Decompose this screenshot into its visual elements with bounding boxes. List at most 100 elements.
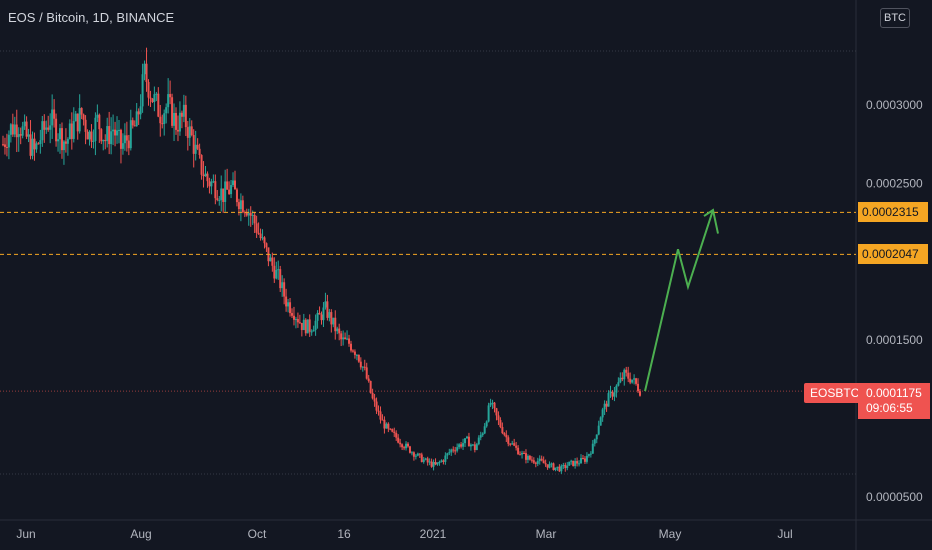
- candle-body: [623, 369, 626, 380]
- candle-body: [521, 452, 524, 455]
- candle-body: [517, 447, 520, 455]
- candle-body: [80, 108, 83, 115]
- x-tick-label: Jul: [777, 527, 792, 541]
- candle-body: [157, 93, 160, 117]
- candle-body: [269, 257, 272, 262]
- candle-body: [151, 98, 154, 103]
- candle-body: [418, 453, 421, 455]
- candle-body: [438, 461, 441, 463]
- candle-body: [450, 449, 453, 453]
- candle-body: [558, 466, 561, 472]
- candle-body: [454, 450, 457, 452]
- candle-body: [578, 463, 581, 465]
- candle-body: [76, 113, 79, 132]
- candle-body: [357, 354, 360, 362]
- candle-body: [587, 454, 590, 456]
- candle-body: [31, 138, 34, 156]
- candle-body: [336, 328, 339, 332]
- candle-body: [523, 452, 526, 454]
- x-tick-label: Jun: [16, 527, 35, 541]
- candle-body: [373, 398, 376, 402]
- candle-body: [169, 94, 172, 98]
- candle-body: [253, 214, 256, 224]
- candle-body: [342, 337, 345, 340]
- candle-body: [125, 135, 128, 141]
- candle-body: [304, 319, 307, 334]
- candle-body: [458, 444, 461, 448]
- candle-body: [348, 338, 351, 344]
- candle-body: [393, 431, 396, 433]
- projection-arrowhead: [703, 208, 719, 234]
- candle-body: [326, 301, 329, 318]
- candle-body: [255, 223, 258, 233]
- candle-body: [361, 366, 364, 368]
- candle-body: [355, 354, 358, 356]
- candle-body: [397, 437, 400, 443]
- candle-body: [131, 120, 134, 126]
- candle-body: [434, 462, 437, 465]
- candle-body: [442, 460, 445, 462]
- candle-body: [251, 214, 254, 216]
- candle-body: [503, 433, 506, 435]
- candle-body: [106, 126, 109, 142]
- candle-body: [501, 427, 504, 434]
- candle-body: [35, 143, 38, 150]
- candle-body: [460, 444, 463, 447]
- candle-body: [405, 443, 408, 449]
- candle-body: [186, 127, 189, 138]
- candle-body: [147, 81, 150, 98]
- candle-body: [7, 134, 10, 148]
- candle-body: [121, 143, 124, 149]
- candle-body: [90, 131, 93, 142]
- candle-body: [88, 131, 91, 140]
- candle-body: [102, 139, 105, 142]
- candle-body: [273, 265, 276, 279]
- candle-body: [489, 403, 492, 406]
- candle-body: [119, 129, 122, 149]
- candle-body: [153, 94, 156, 103]
- candle-body: [277, 269, 280, 271]
- candle-body: [59, 128, 62, 140]
- candle-body: [294, 319, 297, 321]
- candle-body: [180, 112, 183, 117]
- x-axis[interactable]: Jun Aug Oct 16 2021 Mar May Jul: [16, 527, 792, 541]
- candle-body: [564, 464, 567, 469]
- candle-body: [167, 94, 170, 108]
- candle-body: [532, 460, 535, 463]
- y-tick-label: 0.0002500: [866, 176, 923, 190]
- projection-path: [644, 209, 714, 392]
- candle-body: [283, 282, 286, 297]
- candle-body: [72, 121, 75, 139]
- candle-body: [37, 143, 40, 145]
- candle-body: [224, 181, 227, 202]
- x-tick-label: Aug: [130, 527, 151, 541]
- candle-body: [513, 443, 516, 446]
- candle-body: [597, 425, 600, 435]
- candle-body: [133, 125, 136, 127]
- candle-body: [114, 129, 117, 136]
- candle-body: [591, 443, 594, 454]
- candle-body: [161, 123, 164, 125]
- currency-button[interactable]: BTC: [880, 8, 910, 28]
- candle-body: [580, 458, 583, 464]
- candle-body: [330, 312, 333, 325]
- candle-body: [519, 454, 522, 456]
- candle-body: [367, 378, 370, 382]
- candle-body: [220, 188, 223, 200]
- candle-body: [544, 463, 547, 465]
- candle-body: [389, 428, 392, 430]
- candle-body: [552, 463, 555, 470]
- candle-body: [135, 111, 138, 127]
- candle-body: [165, 107, 168, 114]
- candle-body: [440, 460, 443, 462]
- candle-body: [465, 436, 468, 439]
- candle-body: [70, 123, 73, 139]
- candle-body: [232, 180, 235, 186]
- y-axis[interactable]: 0.0003000 0.0002500 0.0001500 0.0000500: [866, 98, 923, 504]
- candle-body: [300, 322, 303, 331]
- candle-body: [473, 444, 476, 450]
- candle-body: [202, 174, 205, 177]
- candle-body: [585, 455, 588, 462]
- candle-body: [249, 212, 252, 216]
